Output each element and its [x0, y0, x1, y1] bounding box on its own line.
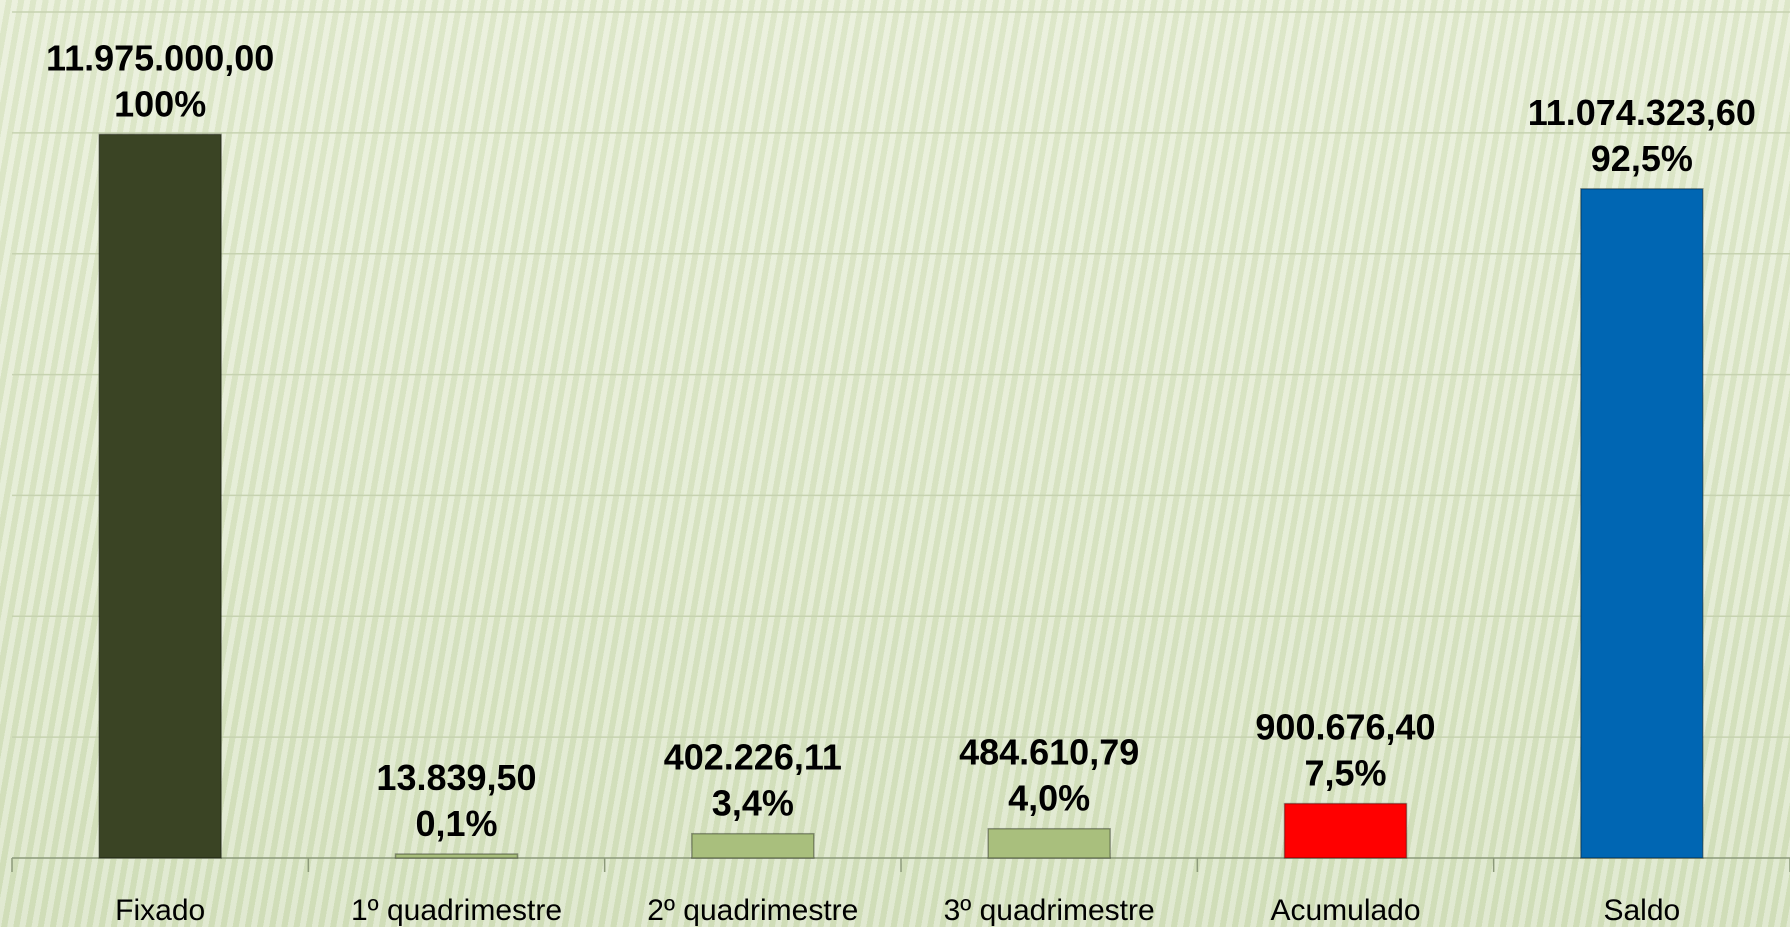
category-label: 2º quadrimestre [647, 894, 858, 927]
value-label: 402.226,11 [664, 737, 842, 778]
value-label: 11.975.000,00 [46, 37, 274, 78]
category-labels: Fixado 1º quadrimestre 2º quadrimestre 3º q… [115, 894, 1680, 927]
category-label: 1º quadrimestre [351, 894, 562, 927]
percent-label: 100% [114, 83, 206, 124]
bar-0 [98, 133, 222, 859]
gridlines [12, 11, 1790, 738]
value-label: 13.839,50 [376, 757, 536, 798]
bar-3 [987, 827, 1111, 859]
data-labels: 11.975.000,00 100% 13.839,50 0,1% 402.226,11… [46, 37, 1756, 844]
value-label: 900.676,40 [1255, 707, 1435, 748]
percent-label: 3,4% [712, 783, 794, 824]
percent-label: 4,0% [1008, 778, 1090, 819]
category-label: Acumulado [1270, 894, 1420, 927]
value-label: 484.610,79 [959, 732, 1139, 773]
bar-4 [1283, 802, 1408, 859]
bar-2 [691, 832, 815, 859]
category-label: Saldo [1603, 894, 1680, 927]
bar-1 [394, 853, 519, 859]
percent-label: 7,5% [1304, 753, 1386, 794]
bar-5 [1580, 188, 1704, 859]
percent-label: 0,1% [415, 803, 497, 844]
category-label: Fixado [115, 894, 205, 927]
percent-label: 92,5% [1591, 138, 1693, 179]
bars [98, 133, 1704, 859]
category-label: 3º quadrimestre [944, 894, 1155, 927]
value-label: 11.074.323,60 [1528, 92, 1756, 133]
x-axis-ticks [11, 858, 1790, 872]
